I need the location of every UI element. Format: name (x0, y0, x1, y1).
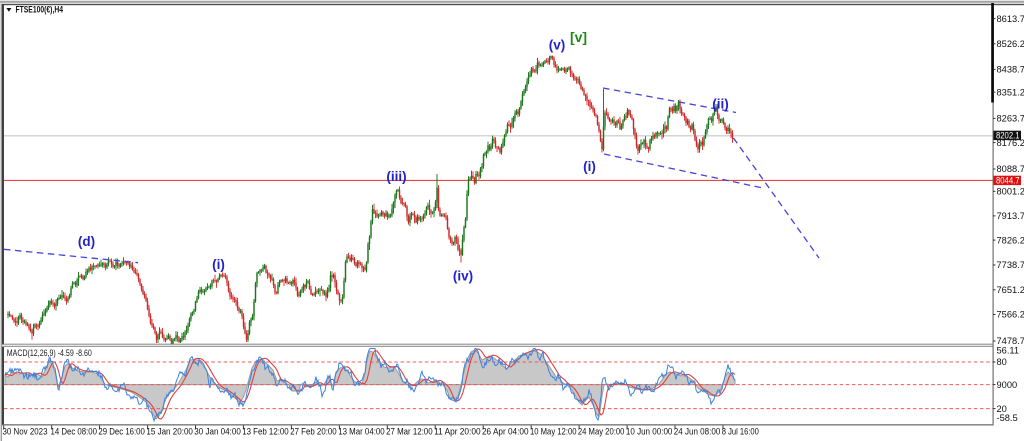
svg-text:8351.2: 8351.2 (997, 87, 1024, 97)
svg-text:8438.7: 8438.7 (997, 65, 1024, 75)
svg-text:(i): (i) (212, 257, 225, 272)
svg-text:7738.7: 7738.7 (997, 260, 1024, 270)
svg-text:14 Dec 08:00: 14 Dec 08:00 (51, 426, 98, 436)
svg-text:-58.5: -58.5 (997, 413, 1018, 423)
svg-text:24 May 20:00: 24 May 20:00 (578, 426, 625, 436)
svg-text:10 May 12:00: 10 May 12:00 (530, 426, 577, 436)
svg-text:7478.7: 7478.7 (997, 336, 1024, 346)
svg-text:80: 80 (997, 357, 1007, 367)
svg-text:10 Jun 00:00: 10 Jun 00:00 (626, 426, 673, 436)
svg-text:8263.7: 8263.7 (997, 114, 1024, 124)
svg-text:(iii): (iii) (386, 169, 406, 184)
svg-text:7913.7: 7913.7 (997, 211, 1024, 221)
svg-text:8202.1: 8202.1 (996, 130, 1020, 140)
svg-text:8044.7: 8044.7 (996, 175, 1020, 185)
svg-text:24 Jun 08:00: 24 Jun 08:00 (674, 426, 721, 436)
svg-text:15 Jan 20:00: 15 Jan 20:00 (146, 426, 193, 436)
svg-text:8 Jul 16:00: 8 Jul 16:00 (722, 426, 759, 436)
svg-text:8001.2: 8001.2 (997, 187, 1024, 197)
svg-text:MACD(12,26,9) -4.59 -8.60: MACD(12,26,9) -4.59 -8.60 (7, 348, 92, 358)
svg-text:(d): (d) (78, 234, 95, 249)
svg-text:27 Feb 20:00: 27 Feb 20:00 (290, 426, 337, 436)
svg-text:(iv): (iv) (453, 269, 473, 284)
svg-text:9000: 9000 (997, 380, 1018, 390)
svg-text:11 Apr 20:00: 11 Apr 20:00 (434, 426, 481, 436)
svg-text:7651.2: 7651.2 (997, 285, 1024, 295)
svg-text:7826.2: 7826.2 (997, 235, 1024, 245)
svg-text:29 Dec 16:00: 29 Dec 16:00 (98, 426, 145, 436)
svg-text:FTSE100(€),H4: FTSE100(€),H4 (16, 5, 64, 15)
svg-text:8526.2: 8526.2 (997, 39, 1024, 49)
svg-text:[v]: [v] (570, 29, 587, 45)
svg-text:8088.7: 8088.7 (997, 164, 1024, 174)
svg-text:56.11: 56.11 (997, 346, 1020, 356)
svg-text:30 Nov 2023: 30 Nov 2023 (3, 426, 48, 436)
svg-text:(i): (i) (583, 159, 596, 174)
svg-text:26 Apr 04:00: 26 Apr 04:00 (482, 426, 529, 436)
svg-text:20: 20 (997, 404, 1007, 414)
svg-text:(ii): (ii) (712, 97, 729, 112)
svg-text:8176.2: 8176.2 (997, 138, 1024, 148)
svg-text:7566.2: 7566.2 (997, 310, 1024, 320)
svg-text:30 Jan 04:00: 30 Jan 04:00 (194, 426, 241, 436)
svg-text:27 Mar 12:00: 27 Mar 12:00 (386, 426, 433, 436)
svg-text:13 Mar 04:00: 13 Mar 04:00 (338, 426, 385, 436)
svg-text:8613.7: 8613.7 (997, 14, 1024, 24)
svg-text:(v): (v) (549, 38, 566, 53)
svg-text:13 Feb 12:00: 13 Feb 12:00 (242, 426, 289, 436)
